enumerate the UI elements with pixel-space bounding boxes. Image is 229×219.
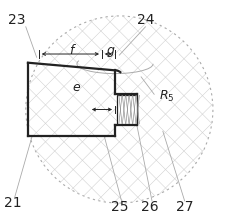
Text: 26: 26 <box>140 200 158 214</box>
Text: f: f <box>69 44 73 57</box>
Text: $R_5$: $R_5$ <box>158 89 173 104</box>
Text: e: e <box>72 81 80 94</box>
Text: 21: 21 <box>4 196 22 210</box>
Text: 23: 23 <box>8 13 26 27</box>
Text: 27: 27 <box>175 200 193 214</box>
Text: 24: 24 <box>136 13 154 27</box>
Bar <box>117 95 136 124</box>
Text: g: g <box>106 44 114 57</box>
Text: 25: 25 <box>110 200 128 214</box>
